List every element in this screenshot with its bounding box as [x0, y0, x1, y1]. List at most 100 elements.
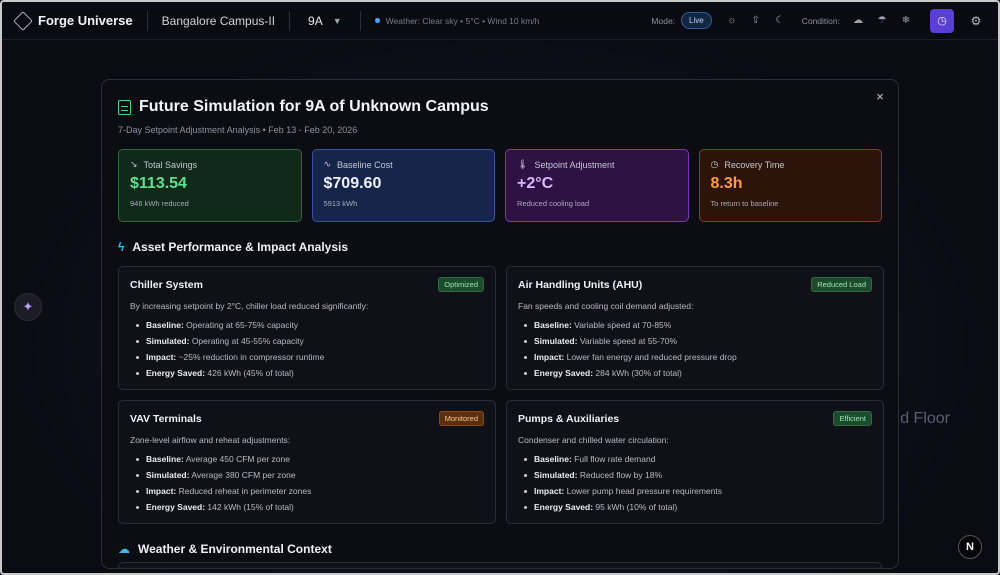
list-item: Impact: Lower fan energy and reduced pre… [518, 349, 872, 365]
ai-assistant-button[interactable]: ✦ [14, 293, 42, 321]
card-title: Chiller System [130, 278, 203, 291]
card-pumps-auxiliaries: Pumps & Auxiliaries Efficient Condenser … [506, 400, 884, 524]
card-metrics-list: Baseline: Variable speed at 70-85% Simul… [518, 317, 872, 381]
list-item: Simulated: Operating at 45-55% capacity [130, 333, 484, 349]
modal-subtitle: 7-Day Setpoint Adjustment Analysis • Feb… [118, 125, 358, 135]
rain-cloud-icon[interactable]: ☂ [877, 15, 887, 26]
card-metrics-list: Baseline: Average 450 CFM per zone Simul… [130, 451, 484, 515]
clock-icon: ◷ [937, 15, 947, 27]
divider [289, 10, 291, 31]
list-item: Baseline: Operating at 65-75% capacity [130, 317, 484, 333]
list-item: Impact: ~25% reduction in compressor run… [130, 349, 484, 365]
kpi-label: Total Savings [143, 159, 198, 170]
card-metrics-list: Baseline: Operating at 65-75% capacity S… [130, 317, 484, 381]
kpi-label: Baseline Cost [337, 159, 393, 170]
brand[interactable]: Forge Universe [13, 10, 133, 31]
status-badge: Reduced Load [811, 277, 872, 292]
card-description: By increasing setpoint by 2°C, chiller l… [130, 301, 369, 311]
status-dot-icon [374, 18, 380, 23]
card-metrics-list: Baseline: Full flow rate demand Simulate… [518, 451, 872, 515]
list-item: Impact: Reduced reheat in perimeter zone… [130, 483, 484, 499]
weather-status: Weather: Clear sky • 5°C • Wind 10 km/h [374, 15, 540, 26]
list-item: Energy Saved: 95 kWh (10% of total) [518, 499, 872, 515]
close-button[interactable]: × [876, 88, 884, 104]
kpi-label: Recovery Time [724, 159, 785, 170]
trending-down-icon: ↘ [130, 159, 138, 169]
list-item: Baseline: Variable speed at 70-85% [518, 317, 872, 333]
sun-icon[interactable]: ☼ [727, 15, 737, 26]
sparkle-icon: ✦ [22, 299, 34, 314]
modal-title: Future Simulation for 9A of Unknown Camp… [139, 98, 489, 115]
list-item: Energy Saved: 426 kWh (45% of total) [130, 365, 484, 381]
card-description: Fan speeds and cooling coil demand adjus… [518, 301, 694, 311]
campus-name[interactable]: Bangalore Campus-II [161, 13, 276, 28]
card-title: VAV Terminals [130, 412, 202, 425]
gear-icon[interactable]: ⚙ [970, 13, 982, 28]
list-item: Energy Saved: 142 kWh (15% of total) [130, 499, 484, 515]
kpi-label: Setpoint Adjustment [534, 159, 615, 170]
card-description: Zone-level airflow and reheat adjustment… [130, 435, 291, 445]
card-chiller-system: Chiller System Optimized By increasing s… [118, 266, 496, 390]
list-item: Baseline: Average 450 CFM per zone [130, 451, 484, 467]
condition-label: Condition: [801, 15, 840, 26]
list-item: Simulated: Reduced flow by 18% [518, 467, 872, 483]
n-badge-button[interactable]: N [958, 535, 982, 559]
kpi-value: +2°C [517, 175, 554, 192]
snowflake-icon[interactable]: ❄ [901, 15, 911, 26]
modal-header: Future Simulation for 9A of Unknown Camp… [118, 98, 882, 116]
card-air-handling-units: Air Handling Units (AHU) Reduced Load Fa… [506, 266, 884, 390]
card-title: Air Handling Units (AHU) [518, 278, 643, 291]
status-badge: Monitored [438, 411, 484, 426]
kpi-recovery-time: ◷ Recovery Time 8.3h To return to baselin… [698, 149, 882, 222]
app-name: Forge Universe [38, 13, 133, 28]
clock-icon: ◷ [710, 159, 719, 169]
kpi-value: 8.3h [710, 175, 743, 192]
section-title: Asset Performance & Impact Analysis [132, 240, 349, 254]
kpi-total-savings: ↘ Total Savings $113.54 946 kWh reduced [118, 149, 302, 222]
card-description: Condenser and chilled water circulation: [518, 435, 669, 445]
list-item: Simulated: Variable speed at 55-70% [518, 333, 872, 349]
divider [359, 10, 361, 31]
clock-button[interactable]: ◷ [930, 8, 954, 33]
kpi-sub: Reduced cooling load [517, 199, 590, 208]
list-item: Baseline: Full flow rate demand [518, 451, 872, 467]
mode-label: Mode: [651, 15, 676, 26]
floor-value: 9A [308, 13, 323, 28]
card-title: Pumps & Auxiliaries [518, 412, 620, 425]
asset-cards-grid: Chiller System Optimized By increasing s… [118, 266, 884, 524]
kpi-value: $709.60 [323, 175, 382, 192]
mode-live-button[interactable]: Live [681, 12, 712, 29]
list-item: Simulated: Average 380 CFM per zone [130, 467, 484, 483]
kpi-sub: To return to baseline [710, 199, 779, 208]
moon-icon[interactable]: ☾ [775, 15, 785, 26]
top-bar: Forge Universe Bangalore Campus-II 9A ▼ … [2, 2, 998, 40]
document-icon [118, 99, 131, 115]
weather-text: Weather: Clear sky • 5°C • Wind 10 km/h [385, 15, 540, 26]
section-title: Weather & Environmental Context [138, 542, 332, 556]
divider [146, 10, 148, 31]
kpi-sub: 5913 kWh [323, 199, 358, 208]
background-floor-label: nd Floor [891, 410, 950, 427]
simulation-modal: × Future Simulation for 9A of Unknown Ca… [101, 79, 899, 569]
kpi-row: ↘ Total Savings $113.54 946 kWh reduced ∿… [118, 149, 882, 222]
section-asset-performance: ϟ Asset Performance & Impact Analysis [118, 240, 882, 254]
hexagon-logo-icon [13, 10, 33, 31]
list-item: Impact: Lower pump head pressure require… [518, 483, 872, 499]
thermometer-icon: 🌡 [517, 159, 529, 169]
kpi-setpoint-adjustment: 🌡 Setpoint Adjustment +2°C Reduced coolin… [505, 149, 689, 222]
chevron-down-icon: ▼ [332, 15, 342, 26]
section-weather-context: ☁ Weather & Environmental Context [118, 542, 882, 556]
cloud-icon: ☁ [118, 542, 130, 556]
upload-icon[interactable]: ⇪ [751, 15, 760, 26]
cloud-icon[interactable]: ☁ [853, 15, 863, 26]
kpi-sub: 946 kWh reduced [130, 199, 189, 208]
lightning-icon: ϟ [118, 240, 125, 254]
activity-icon: ∿ [323, 159, 332, 169]
weather-panel-edge [118, 562, 882, 568]
card-vav-terminals: VAV Terminals Monitored Zone-level airfl… [118, 400, 496, 524]
list-item: Energy Saved: 284 kWh (30% of total) [518, 365, 872, 381]
kpi-value: $113.54 [130, 175, 187, 192]
status-badge: Optimized [438, 277, 484, 292]
floor-select[interactable]: 9A ▼ [304, 14, 346, 28]
